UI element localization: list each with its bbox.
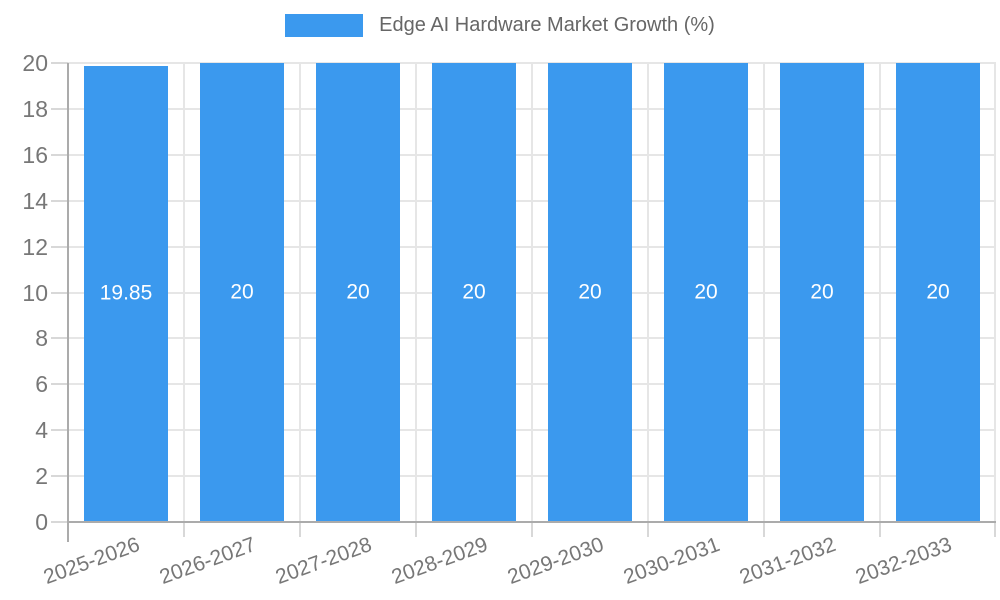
- gridline-vertical: [647, 63, 649, 522]
- y-tick-label: 8: [35, 325, 48, 352]
- y-tick-label: 0: [35, 509, 48, 535]
- y-tick-mark: [51, 521, 68, 523]
- x-tick-label: 2031-2032: [736, 533, 839, 589]
- x-tick-label: 2027-2028: [272, 533, 375, 589]
- y-tick-mark: [51, 62, 68, 64]
- x-tick-label: 2026-2027: [156, 533, 259, 589]
- bar[interactable]: 20: [548, 63, 632, 522]
- bar[interactable]: 19.85: [84, 66, 168, 522]
- legend-item[interactable]: Edge AI Hardware Market Growth (%): [285, 14, 715, 37]
- bar[interactable]: 20: [896, 63, 980, 522]
- y-tick-label: 2: [35, 463, 48, 490]
- x-tick-label: 2032-2033: [852, 533, 955, 589]
- plot-area: 19.85 20 20 20 20 20 20 20: [68, 62, 996, 522]
- x-tick-mark: [531, 522, 533, 537]
- x-axis-line: [67, 521, 996, 523]
- x-tick-mark: [879, 522, 881, 537]
- bar[interactable]: 20: [316, 63, 400, 522]
- bar[interactable]: 20: [780, 63, 864, 522]
- y-tick-mark: [51, 291, 68, 294]
- chart-legend: Edge AI Hardware Market Growth (%): [0, 14, 1000, 37]
- y-tick-mark: [51, 429, 68, 432]
- y-tick-mark: [51, 245, 68, 248]
- gridline-vertical: [299, 63, 301, 522]
- bar[interactable]: 20: [200, 63, 284, 522]
- legend-swatch-icon: [285, 14, 364, 37]
- x-tick-mark: [415, 522, 417, 537]
- y-tick-label: 16: [22, 141, 48, 168]
- x-tick-label: 2025-2026: [40, 533, 143, 589]
- y-tick-label: 14: [22, 187, 48, 214]
- y-tick-label: 10: [22, 279, 48, 306]
- x-tick-mark: [183, 522, 185, 537]
- y-tick-mark: [51, 199, 68, 202]
- y-tick-label: 18: [22, 95, 48, 122]
- y-axis-line: [67, 63, 69, 542]
- x-tick-mark: [647, 522, 649, 537]
- y-tick-label: 12: [22, 233, 48, 260]
- bar-value-label: 20: [926, 280, 950, 304]
- y-tick-mark: [51, 153, 68, 156]
- x-tick-label: 2028-2029: [388, 533, 491, 589]
- bar[interactable]: 20: [664, 63, 748, 522]
- y-tick-label: 6: [35, 371, 48, 398]
- x-tick-mark: [994, 522, 996, 537]
- x-tick-mark: [763, 522, 765, 537]
- y-tick-mark: [51, 337, 68, 340]
- gridline-vertical: [994, 63, 996, 522]
- bar-value-label: 19.85: [99, 281, 153, 305]
- y-tick-mark: [51, 107, 68, 110]
- bar-value-label: 20: [230, 280, 254, 304]
- legend-label: Edge AI Hardware Market Growth (%): [379, 14, 715, 36]
- x-tick-label: 2030-2031: [620, 533, 723, 589]
- y-tick-mark: [51, 475, 68, 478]
- bar-value-label: 20: [578, 280, 602, 304]
- gridline-vertical: [415, 63, 417, 522]
- gridline-vertical: [879, 63, 881, 522]
- y-tick-label: 4: [35, 417, 48, 444]
- y-tick-mark: [51, 383, 68, 386]
- gridline-vertical: [763, 63, 765, 522]
- x-tick-mark: [299, 522, 301, 537]
- gridline-vertical: [531, 63, 533, 522]
- bar-value-label: 20: [810, 280, 834, 304]
- x-tick-label: 2029-2030: [504, 533, 607, 589]
- bar-value-label: 20: [346, 280, 370, 304]
- bar-value-label: 20: [462, 280, 486, 304]
- bar[interactable]: 20: [432, 63, 516, 522]
- y-tick-label: 20: [22, 50, 48, 76]
- gridline-vertical: [183, 63, 185, 522]
- bar-value-label: 20: [694, 280, 718, 304]
